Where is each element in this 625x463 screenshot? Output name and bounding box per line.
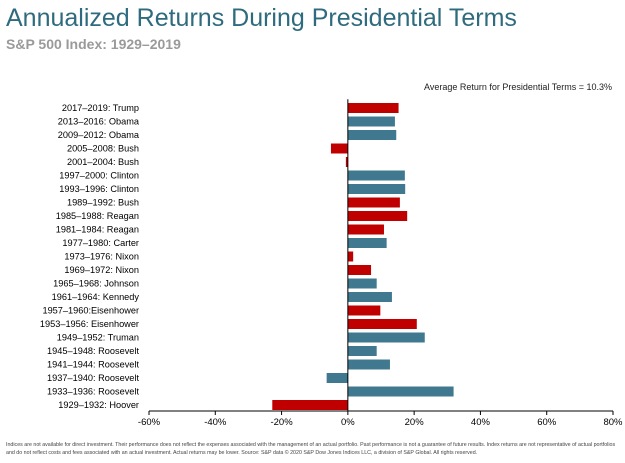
bar [347,197,400,208]
x-tick-label: 20% [405,417,425,428]
x-tick-label: 60% [537,417,557,428]
category-label: 2013–2016: Obama [58,117,140,127]
category-label: 1981–1984: Reagan [56,225,139,235]
chart-subtitle: S&P 500 Index: 1929–2019 [6,36,181,52]
category-label: 1965–1968: Johnson [53,279,139,289]
x-tick-label: -20% [270,417,293,428]
category-label: 1949–1952: Truman [57,333,139,343]
category-label: 1961–1964: Kennedy [52,292,140,302]
category-label: 1993–1996: Clinton [59,184,139,194]
bar [347,332,425,343]
bar [347,130,397,140]
category-label: 1945–1948: Roosevelt [47,346,139,356]
category-label: 2017–2019: Trump [62,103,139,113]
category-label: 1957–1960:Eisenhower [42,306,139,316]
bar [347,103,399,113]
category-label: 2005–2008: Bush [67,144,139,154]
bar [347,238,387,248]
x-tick-label: 80% [603,417,623,428]
category-label: 1937–1940: Roosevelt [47,373,139,383]
category-label: 2009–2012: Obama [58,130,140,140]
category-label: 1933–1936: Roosevelt [47,387,139,397]
x-tick-label: 0% [341,417,355,428]
bar [347,305,381,316]
bar [347,346,377,356]
x-tick-label: -60% [138,417,161,428]
bar [347,265,372,275]
bar [347,170,405,181]
bar [347,292,392,302]
category-label: 1997–2000: Clinton [59,171,139,181]
bar [347,224,384,235]
bar [347,386,454,397]
category-label: 1985–1988: Reagan [56,211,139,221]
bar [347,319,417,329]
bar [330,143,348,154]
x-tick-label: 40% [471,417,491,428]
chart-title: Annualized Returns During Presidential T… [6,4,517,32]
category-label: 1989–1992: Bush [67,198,139,208]
bar [326,373,348,383]
category-label: 1973–1976: Nixon [64,252,139,262]
category-label: 2001–2004: Bush [67,157,139,167]
bar [272,400,348,410]
category-label: 1977–1980: Carter [62,238,139,248]
bar [347,278,377,289]
bar [347,211,408,221]
bar [345,157,348,167]
bar [347,116,395,127]
category-label: 1953–1956: Eisenhower [40,319,139,329]
bar [347,251,354,262]
category-label: 1929–1932: Hoover [58,400,139,410]
x-tick-label: -40% [204,417,227,428]
disclaimer-footnote: Indices are not available for direct inv… [6,442,616,456]
bar [347,184,406,194]
average-return-note: Average Return for Presidential Terms = … [423,82,612,92]
bar [347,359,390,370]
category-label: 1969–1972: Nixon [64,265,139,275]
category-label: 1941–1944: Roosevelt [47,360,139,370]
bar-chart: 2017–2019: Trump 2013–2016: Obama 2009–201… [40,99,623,428]
